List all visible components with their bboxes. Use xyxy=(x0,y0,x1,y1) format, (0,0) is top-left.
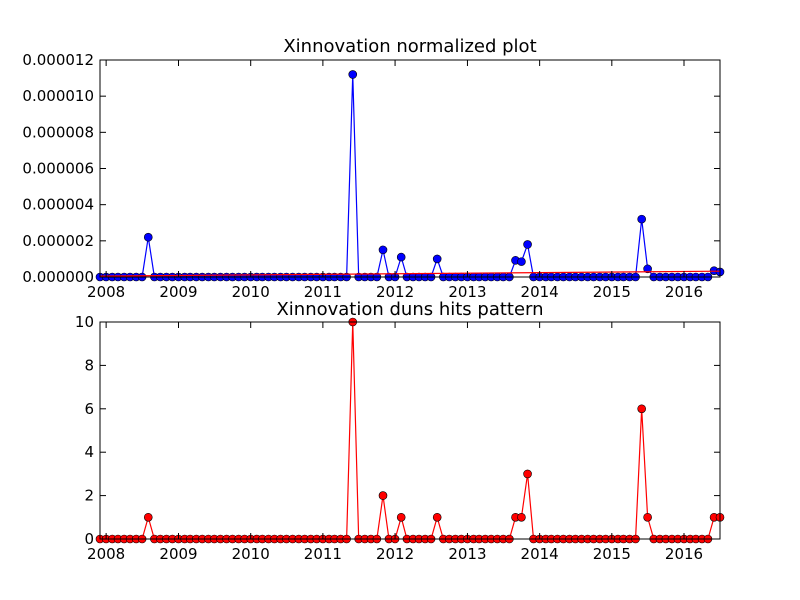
data-point xyxy=(517,512,526,522)
y-tick-label: 0.000002 xyxy=(22,232,94,250)
data-point xyxy=(432,254,442,264)
data-point xyxy=(143,512,153,522)
plot-area xyxy=(100,322,720,539)
x-tick-label: 2015 xyxy=(593,283,631,301)
y-tick-label: 0.000008 xyxy=(22,123,94,141)
data-point xyxy=(523,240,532,249)
data-point xyxy=(378,491,388,500)
data-point xyxy=(378,245,388,255)
x-tick-label: 2011 xyxy=(304,283,342,301)
x-tick-label: 2016 xyxy=(665,545,703,563)
x-tick-label: 2011 xyxy=(304,545,342,563)
y-tick-label: 0.000000 xyxy=(22,268,94,286)
x-tick-label: 2014 xyxy=(521,545,559,563)
x-tick-label: 2015 xyxy=(593,545,631,563)
data-point xyxy=(143,232,153,242)
axes-frame xyxy=(99,321,721,540)
y-tick-label: 0 xyxy=(84,530,94,548)
x-axis: 2008 2009 2010 2011 2012 2013 2014 2015 2016 xyxy=(87,322,703,563)
y-axis: 0.000000 0.000002 0.000004 0.000006 0.000008… xyxy=(22,51,720,286)
series-line xyxy=(99,270,721,277)
y-tick-label: 10 xyxy=(75,313,94,331)
chart-normalized-plot: Xinnovation normalized plot 2008 2009 2010… xyxy=(22,36,725,301)
chart-duns-hits-pattern: Xinnovation duns hits pattern 2008 2009 20… xyxy=(75,299,725,563)
data-point xyxy=(396,512,406,522)
chart-title: Xinnovation duns hits pattern xyxy=(276,299,543,320)
x-tick-label: 2013 xyxy=(448,545,486,563)
y-tick-label: 4 xyxy=(84,443,94,461)
data-point xyxy=(643,512,652,522)
y-tick-label: 0.000012 xyxy=(22,51,94,69)
axes-frame xyxy=(99,59,721,278)
x-tick-label: 2010 xyxy=(232,545,270,563)
x-tick-label: 2012 xyxy=(376,283,414,301)
y-tick-label: 2 xyxy=(84,487,94,505)
x-tick-label: 2014 xyxy=(521,283,559,301)
x-tick-label: 2009 xyxy=(159,545,197,563)
x-tick-label: 2008 xyxy=(87,545,125,563)
x-tick-label: 2010 xyxy=(232,283,270,301)
data-point xyxy=(396,252,406,262)
chart-title: Xinnovation normalized plot xyxy=(283,36,536,57)
y-tick-label: 0.000006 xyxy=(22,160,94,178)
data-point xyxy=(517,257,526,266)
y-tick-label: 6 xyxy=(84,400,94,418)
y-tick-label: 8 xyxy=(84,356,94,374)
x-tick-label: 2016 xyxy=(665,283,703,301)
x-tick-label: 2008 xyxy=(87,283,125,301)
data-point xyxy=(523,469,532,479)
y-tick-label: 0.000004 xyxy=(22,196,94,214)
data-point xyxy=(643,264,652,274)
x-tick-label: 2013 xyxy=(448,283,486,301)
data-point xyxy=(432,512,442,522)
x-tick-label: 2009 xyxy=(159,283,197,301)
x-axis: 2008 2009 2010 2011 2012 2013 2014 2015 2016 xyxy=(87,60,703,301)
data-point xyxy=(348,70,358,79)
plot-area xyxy=(100,60,720,277)
data-point xyxy=(637,404,646,414)
x-tick-label: 2012 xyxy=(376,545,414,563)
y-tick-label: 0.000010 xyxy=(22,87,94,105)
data-point xyxy=(637,214,646,224)
